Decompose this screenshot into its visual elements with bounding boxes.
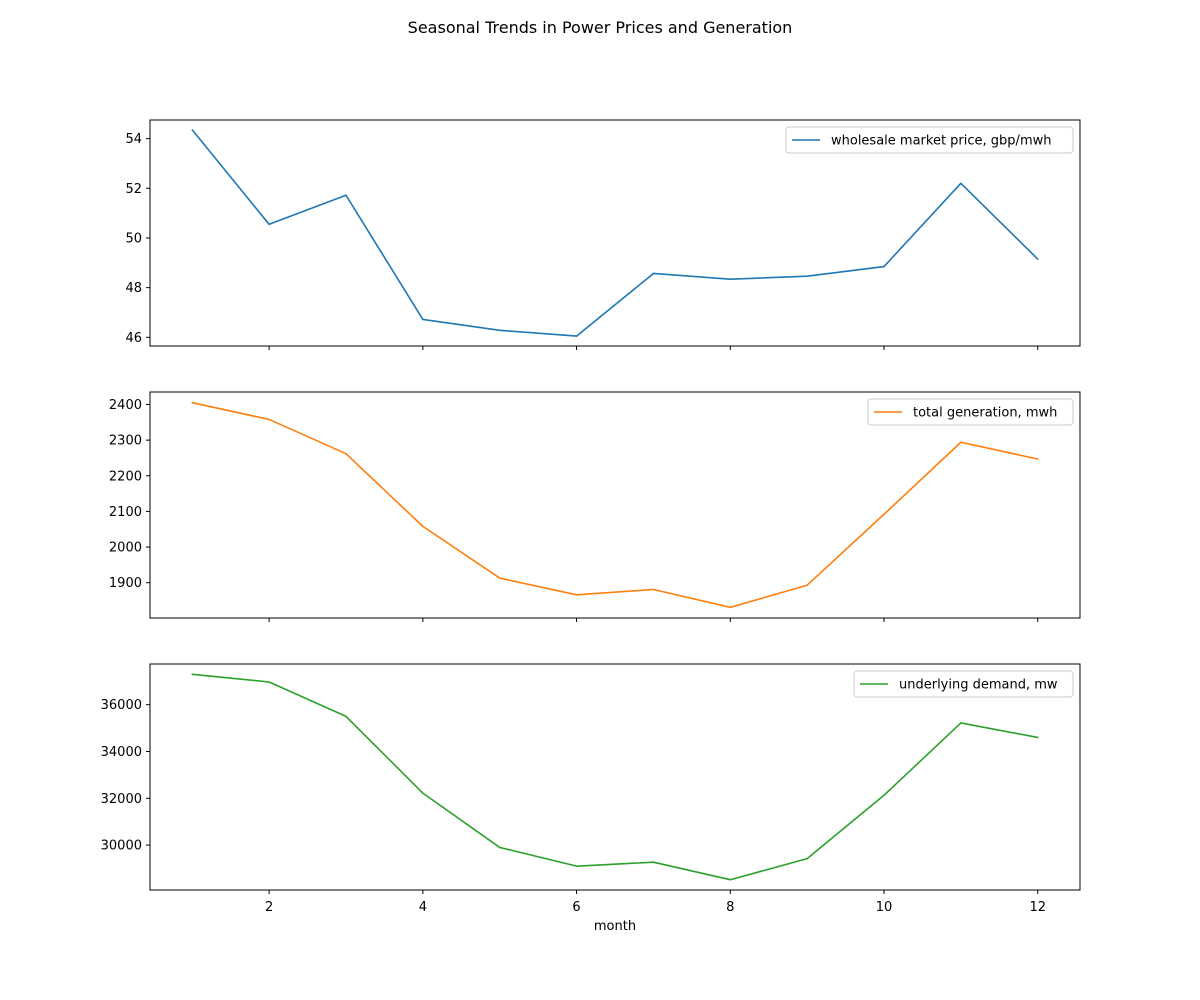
legend-frame — [867, 398, 1074, 426]
x-tick-label: 10 — [876, 900, 893, 915]
x-tick-label: 12 — [1029, 900, 1046, 915]
data-point — [652, 861, 655, 863]
data-point — [268, 223, 270, 226]
data-point — [345, 452, 347, 455]
y-tick-label: 34000 — [101, 745, 142, 760]
data-point — [1036, 736, 1039, 739]
data-point — [883, 265, 885, 268]
data-point — [422, 525, 424, 528]
data-point — [268, 681, 270, 683]
y-tick-label: 48 — [125, 281, 142, 296]
legend-frame — [853, 670, 1074, 698]
data-point — [806, 275, 808, 278]
legend: total generation, mwh — [867, 398, 1074, 426]
axes-frame — [149, 391, 1081, 619]
legend: wholesale market price, gbp/mwh — [785, 126, 1074, 154]
data-point — [498, 577, 501, 579]
series-line — [191, 129, 1039, 337]
data-point — [575, 594, 578, 596]
data-point — [960, 182, 962, 185]
y-tick-label: 50 — [125, 231, 142, 246]
y-tick-label: 1900 — [109, 576, 142, 591]
x-tick-label: 6 — [572, 900, 580, 915]
data-point — [498, 329, 501, 332]
data-point — [729, 878, 732, 881]
y-tick-label: 2000 — [109, 541, 142, 556]
y-tick-label: 30000 — [101, 839, 142, 854]
data-point — [191, 401, 194, 404]
data-point — [191, 673, 194, 676]
data-point — [268, 418, 270, 421]
y-tick-label: 2300 — [109, 434, 142, 449]
data-point — [729, 278, 732, 280]
y-tick-label: 46 — [125, 331, 142, 346]
axes-frame — [149, 663, 1081, 891]
data-point — [575, 335, 578, 337]
data-point — [729, 606, 732, 609]
legend-label: wholesale market price, gbp/mwh — [831, 134, 1051, 149]
data-point — [498, 846, 501, 849]
y-tick-label: 2400 — [109, 398, 142, 413]
y-tick-label: 54 — [125, 132, 142, 147]
legend: underlying demand, mw — [853, 670, 1074, 698]
y-tick-label: 36000 — [101, 698, 142, 713]
data-point — [345, 715, 347, 718]
data-point — [422, 318, 424, 321]
series-line — [192, 673, 1038, 881]
panel-underlying-demand: 30000 32000 34000 36000 2 4 6 8 10 12 underlying d… — [101, 663, 1081, 915]
data-point — [960, 441, 962, 444]
legend-frame — [785, 126, 1074, 154]
y-tick-label: 2100 — [109, 505, 142, 520]
x-axis-label: month — [594, 919, 636, 934]
x-tick-label: 8 — [726, 900, 734, 915]
x-tick-label: 2 — [265, 900, 273, 915]
data-point — [1036, 458, 1039, 460]
data-point — [345, 194, 347, 197]
x-tick-label: 4 — [419, 900, 427, 915]
chart-title: Seasonal Trends in Power Prices and Gene… — [408, 18, 793, 37]
data-point — [806, 584, 808, 587]
data-point — [652, 588, 655, 591]
panel-total-generation: 1900 2000 2100 2200 2300 2400 total generation… — [109, 391, 1081, 622]
y-tick-label: 52 — [125, 182, 142, 197]
data-point — [806, 857, 808, 860]
y-tick-label: 2200 — [109, 469, 142, 484]
data-point — [1036, 258, 1039, 260]
legend-label: underlying demand, mw — [899, 678, 1058, 693]
y-tick-label: 32000 — [101, 792, 142, 807]
legend-label: total generation, mwh — [913, 406, 1057, 421]
data-point — [422, 792, 424, 794]
data-point — [575, 865, 578, 867]
data-point — [883, 513, 885, 516]
data-point — [960, 722, 962, 724]
panel-wholesale-price: 46 48 50 52 54 wholesale market price, gbp/mw… — [125, 119, 1081, 350]
series-line — [192, 401, 1038, 609]
data-point — [652, 272, 655, 275]
data-point — [883, 794, 885, 797]
axes-frame — [149, 119, 1081, 347]
data-point — [191, 129, 194, 131]
